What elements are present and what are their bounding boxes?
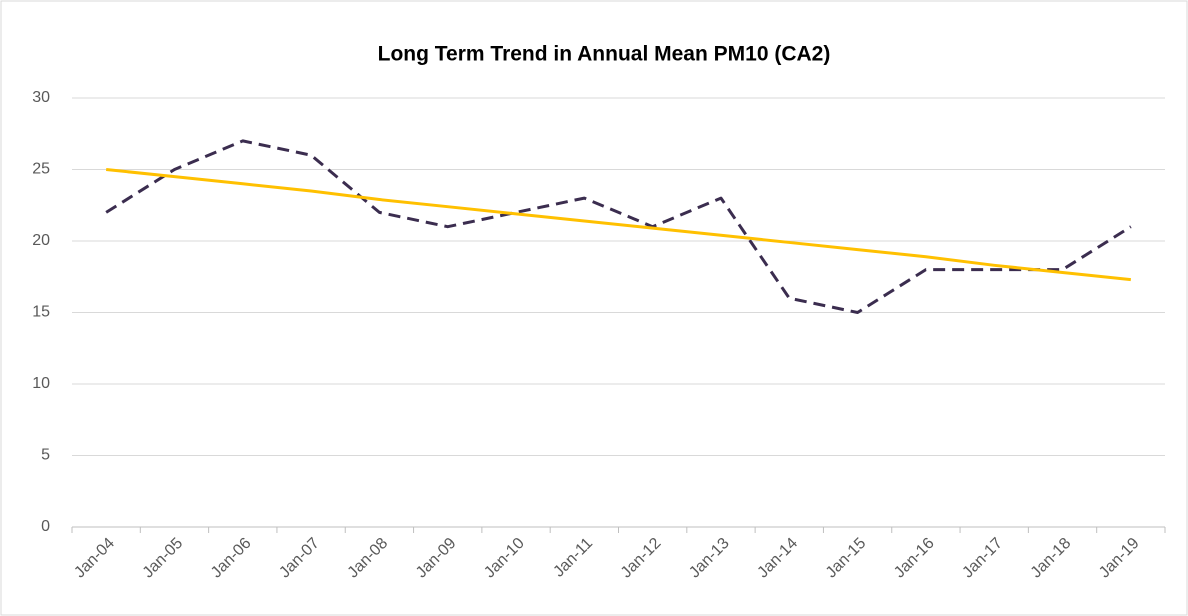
y-tick-label: 10 bbox=[32, 375, 50, 392]
y-tick-label: 15 bbox=[32, 304, 50, 321]
line-series bbox=[105, 139, 1132, 314]
y-tick-label: 30 bbox=[32, 89, 50, 106]
y-tick-label: 5 bbox=[41, 447, 50, 464]
y-tick-label: 20 bbox=[32, 232, 50, 249]
line-series bbox=[105, 168, 1131, 282]
y-tick-label: 25 bbox=[32, 161, 50, 178]
y-tick-label: 0 bbox=[41, 518, 50, 535]
chart-title: Long Term Trend in Annual Mean PM10 (CA2… bbox=[378, 43, 831, 66]
